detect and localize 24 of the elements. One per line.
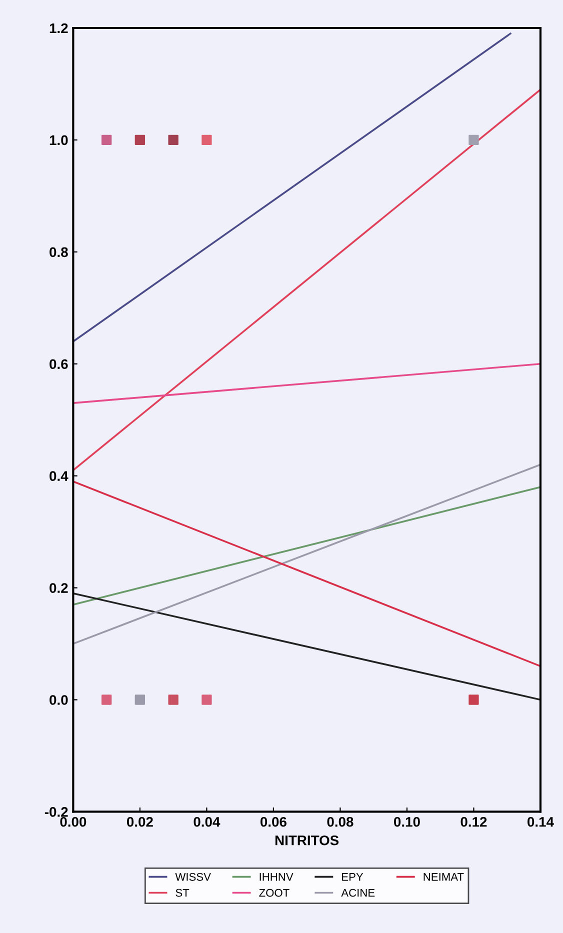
legend-label: WISSV (175, 872, 211, 881)
y-tick-label: 1.2 (50, 23, 68, 34)
x-tick-label: 0.14 (528, 816, 554, 827)
legend-label: IHHNV (260, 873, 294, 881)
x-tick-label: 0.12 (460, 816, 487, 827)
x-tick-label: 0.10 (394, 816, 420, 827)
legend-label: ACINE (341, 888, 375, 897)
y-tick-label: 0.4 (50, 471, 68, 481)
legend-label: NEIMAT (424, 873, 464, 881)
x-tick-label: 0.04 (194, 816, 220, 827)
legend-label: ST (176, 888, 190, 897)
x-tick-label: 0.08 (327, 816, 354, 827)
y-tick-label: 0.8 (50, 247, 68, 258)
y-tick-label: 1.0 (50, 135, 68, 146)
legend-label: ZOOT (259, 888, 290, 897)
y-tick-label: 0.2 (50, 583, 68, 593)
legend-label: EPY (342, 873, 364, 881)
y-tick-label: 0.0 (50, 695, 68, 705)
x-tick-label: 0.00 (60, 816, 86, 827)
x-tick-label: 0.06 (260, 816, 286, 827)
x-tick-label: 0.02 (126, 816, 153, 827)
y-tick-label: -0.2 (44, 807, 68, 817)
y-tick-label: 0.6 (50, 359, 68, 370)
x-axis-title: NITRITOS (275, 835, 339, 846)
